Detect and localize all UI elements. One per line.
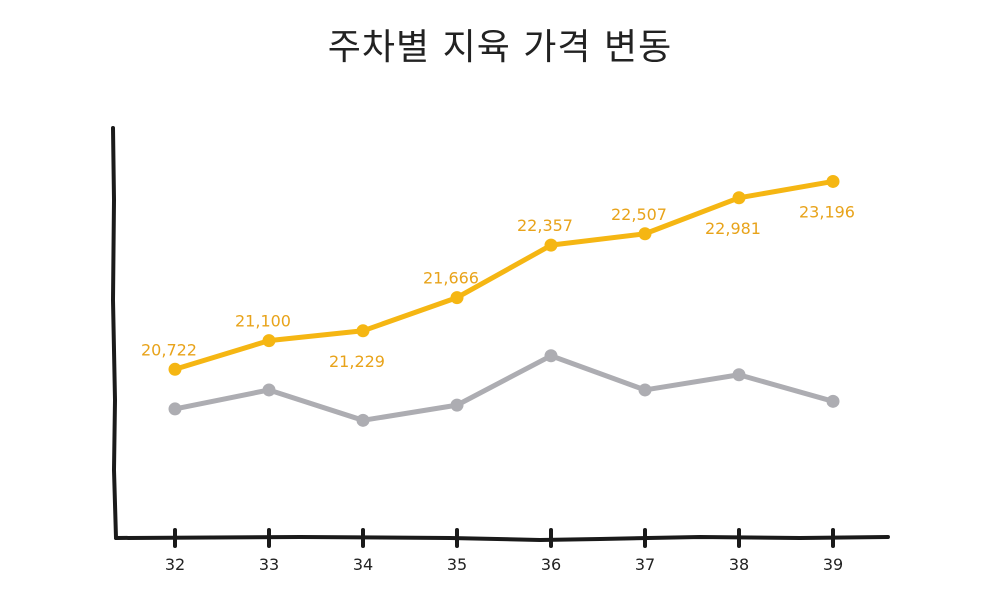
data-label: 22,357	[517, 216, 573, 235]
x-axis-line	[114, 534, 890, 543]
series-2-point	[168, 402, 182, 416]
series-2-point	[544, 349, 558, 363]
chart-title: 주차별 지육 가격 변동	[327, 27, 673, 68]
data-label: 22,507	[611, 205, 667, 224]
x-tick-label: 39	[823, 555, 843, 574]
series-1-point	[638, 227, 652, 241]
x-tick-label: 35	[447, 555, 467, 574]
series-layer	[168, 174, 840, 427]
series-2-line	[172, 353, 836, 423]
series-1-point	[826, 174, 840, 188]
data-label: 22,981	[705, 219, 761, 238]
x-tick-label: 34	[353, 555, 373, 574]
series-2-point	[262, 383, 276, 397]
series-1-point	[262, 334, 276, 348]
x-tick-label: 33	[259, 555, 279, 574]
x-tick-label: 36	[541, 555, 561, 574]
series-2-point	[450, 398, 464, 412]
series-1-point	[544, 238, 558, 252]
data-label: 21,100	[235, 312, 291, 331]
series-2-point	[638, 383, 652, 397]
axes: 32 33 34 35 36 37 38 39	[110, 126, 890, 574]
data-label: 21,666	[423, 269, 479, 288]
series-1-point	[168, 362, 182, 376]
x-tick-label: 32	[165, 555, 185, 574]
x-tick-label: 37	[635, 555, 655, 574]
x-tick-label: 38	[729, 555, 749, 574]
series-2-point	[732, 368, 746, 382]
series-1-point	[356, 324, 370, 338]
series-1-point	[450, 291, 464, 305]
series-2-point	[356, 413, 370, 427]
series-1-line	[172, 178, 836, 372]
data-label: 23,196	[799, 202, 855, 221]
y-axis-line	[110, 126, 118, 540]
data-label: 21,229	[329, 352, 385, 371]
labels-layer: 20,722 21,100 21,229 21,666 22,357 22,507 22,9…	[141, 202, 855, 370]
series-1-point	[732, 191, 746, 205]
data-label: 20,722	[141, 340, 197, 359]
series-2-point	[826, 394, 840, 408]
